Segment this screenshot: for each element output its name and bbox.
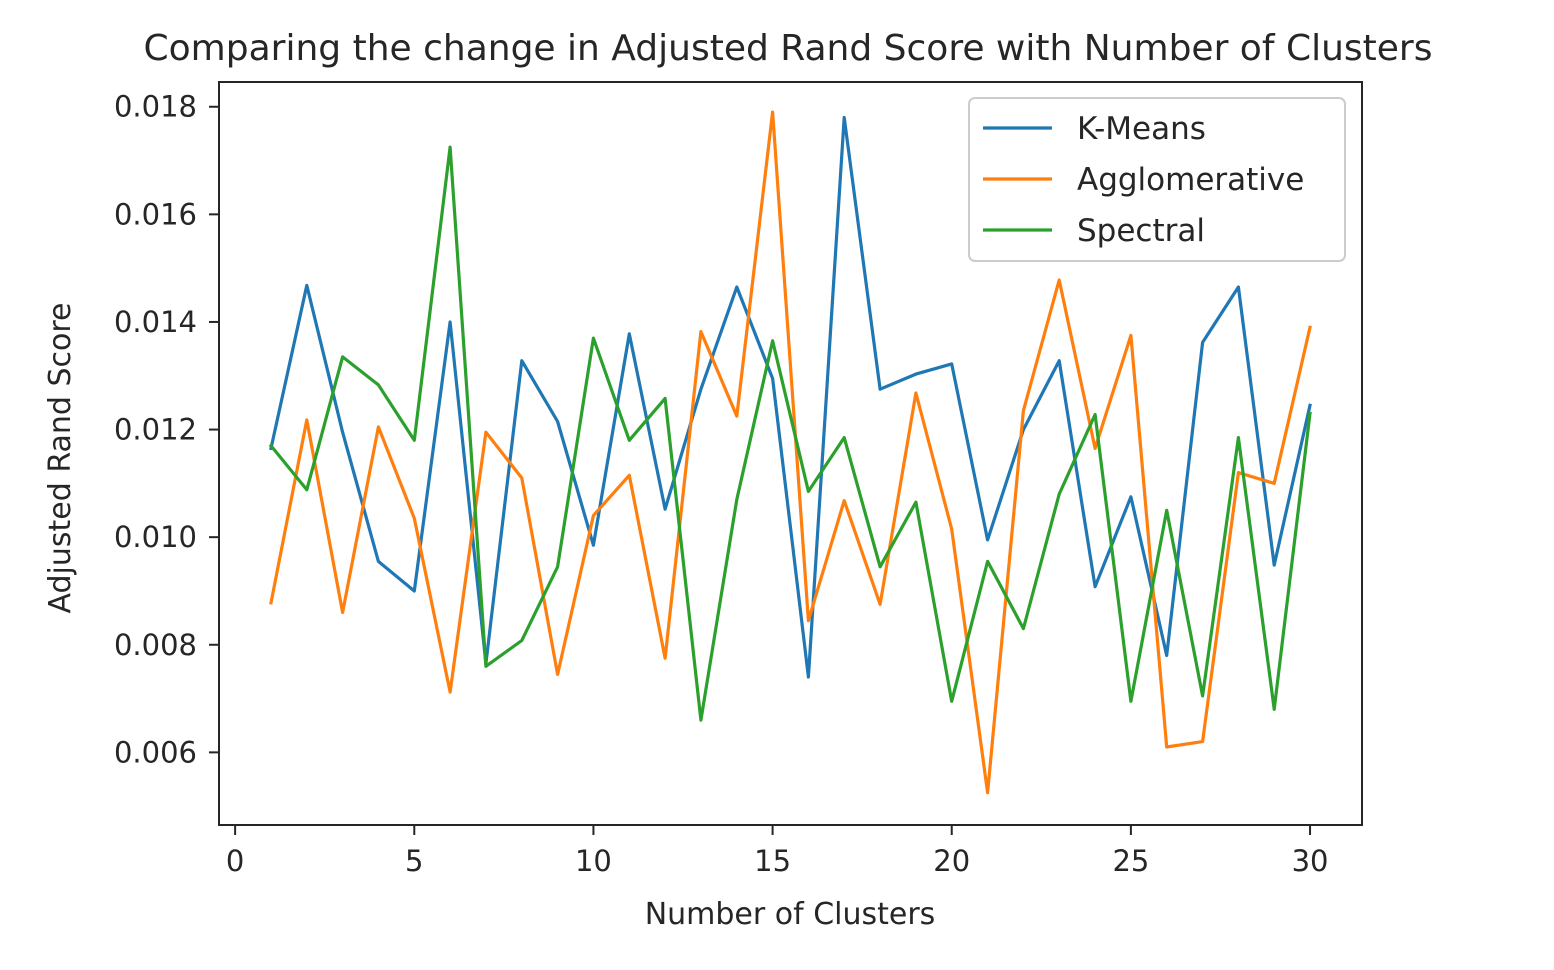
legend-label-agglomerative: Agglomerative xyxy=(1077,162,1304,198)
y-tick-label: 0.012 xyxy=(114,413,197,447)
series-line-k-means xyxy=(269,115,1312,679)
y-axis-label: Adjusted Rand Score xyxy=(43,302,78,613)
legend: K-Means Agglomerative Spectral xyxy=(968,97,1346,262)
series-line-spectral xyxy=(268,145,1312,722)
y-tick-label: 0.016 xyxy=(114,197,197,231)
x-tick-label: 10 xyxy=(575,844,612,878)
x-tick-label: 0 xyxy=(226,844,244,878)
y-tick-label: 0.008 xyxy=(114,628,197,662)
x-axis: 0 5 10 15 20 25 30 xyxy=(226,825,1329,878)
plot-frame xyxy=(218,81,1363,826)
x-axis-label: Number of Clusters xyxy=(645,897,936,932)
y-tick-label: 0.018 xyxy=(114,90,197,124)
x-tick-label: 15 xyxy=(754,844,791,878)
y-axis: 0.006 0.008 0.010 0.012 0.014 0.016 0.018 xyxy=(114,90,219,769)
y-tick-label: 0.010 xyxy=(114,520,197,554)
chart-title: Comparing the change in Adjusted Rand Sc… xyxy=(144,28,1433,69)
legend-label-spectral: Spectral xyxy=(1077,213,1205,249)
y-tick-label: 0.014 xyxy=(114,305,197,339)
x-tick-label: 20 xyxy=(933,844,970,878)
legend-label-k-means: K-Means xyxy=(1077,111,1206,147)
series-line-agglomerative xyxy=(269,110,1312,795)
legend-box xyxy=(968,97,1346,262)
x-tick-label: 25 xyxy=(1112,844,1149,878)
x-tick-label: 30 xyxy=(1292,844,1329,878)
x-tick-label: 5 xyxy=(405,844,423,878)
plot-area xyxy=(268,110,1312,795)
y-tick-label: 0.006 xyxy=(114,735,197,769)
